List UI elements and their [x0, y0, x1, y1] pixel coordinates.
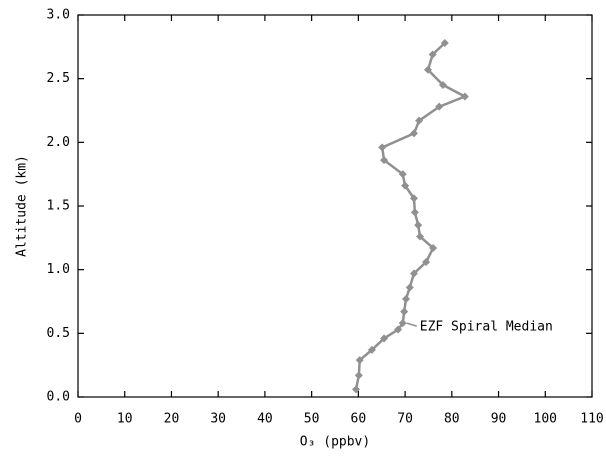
data-point	[435, 102, 444, 111]
y-tick-label: 1.5	[47, 199, 70, 214]
data-point	[355, 356, 364, 365]
data-point	[415, 116, 424, 125]
data-point	[414, 221, 423, 230]
x-tick-label: 30	[210, 412, 226, 427]
data-point	[398, 170, 407, 179]
data-point	[378, 143, 387, 152]
data-point	[405, 283, 414, 292]
data-point	[409, 194, 418, 203]
x-axis-label: O₃ (ppbv)	[300, 435, 370, 450]
y-tick-label: 0.5	[47, 326, 70, 341]
data-point	[438, 81, 447, 90]
data-point	[398, 319, 407, 328]
x-tick-label: 70	[397, 412, 413, 427]
series-label: EZF Spiral Median	[420, 320, 553, 335]
y-axis-label: Altitude (km)	[15, 155, 30, 257]
x-tick-label: 60	[351, 412, 367, 427]
data-point	[401, 181, 410, 190]
data-line	[354, 42, 468, 390]
x-tick-label: 90	[491, 412, 507, 427]
x-tick-label: 100	[534, 412, 557, 427]
data-point	[409, 269, 418, 278]
plot-frame	[77, 14, 593, 398]
data-point	[352, 385, 361, 394]
data-point	[440, 39, 449, 48]
x-tick-label: 0	[74, 412, 82, 427]
y-tick-label: 0.0	[47, 390, 70, 405]
label-leader	[406, 322, 417, 327]
data-point	[354, 371, 363, 380]
x-tick-label: 20	[164, 412, 180, 427]
data-point	[380, 334, 389, 343]
data-point	[394, 325, 403, 334]
data-point	[410, 208, 419, 217]
data-point	[416, 232, 425, 241]
data-point	[460, 92, 469, 101]
y-tick-label: 3.0	[47, 8, 70, 23]
data-point	[428, 50, 437, 59]
data-point	[422, 258, 431, 267]
data-point	[409, 129, 418, 138]
data-point	[402, 294, 411, 303]
data-point	[380, 156, 389, 165]
y-tick-label: 2.5	[47, 71, 70, 86]
data-point	[423, 65, 432, 74]
y-tick-label: 1.0	[47, 262, 70, 277]
x-tick-label: 40	[257, 412, 273, 427]
data-point	[429, 244, 438, 253]
x-tick-label: 10	[117, 412, 133, 427]
data-point	[367, 345, 376, 354]
y-tick-label: 2.0	[47, 135, 70, 150]
data-point	[400, 307, 409, 316]
x-tick-label: 110	[580, 412, 603, 427]
x-tick-label: 80	[444, 412, 460, 427]
x-tick-label: 50	[304, 412, 320, 427]
